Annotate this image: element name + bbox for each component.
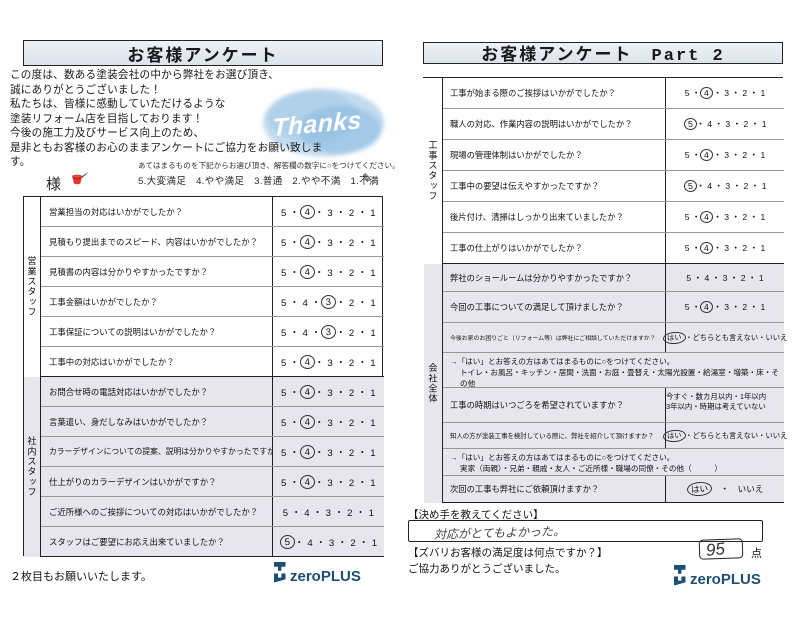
svg-text:zeroPLUS: zeroPLUS (690, 571, 761, 588)
svg-text:zeroPLUS: zeroPLUS (290, 568, 361, 585)
